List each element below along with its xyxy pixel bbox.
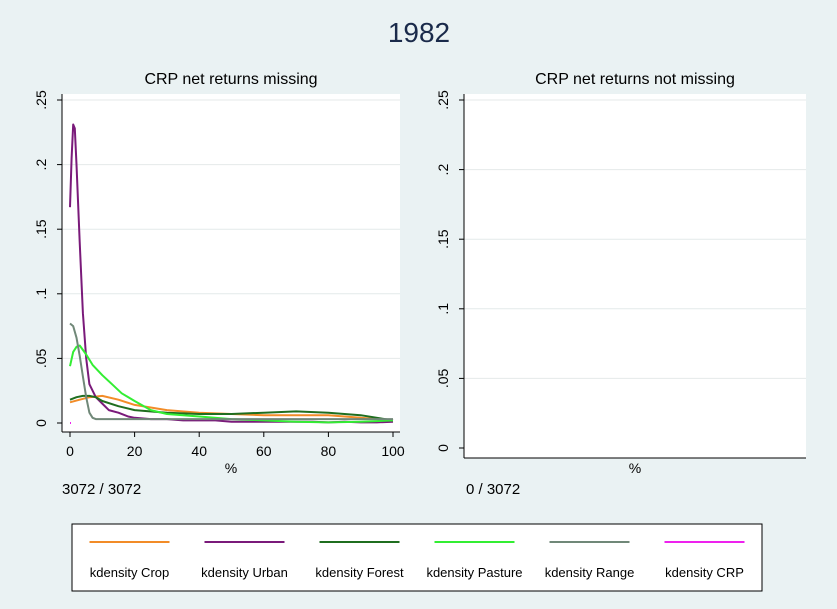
legend-item-kdensity-crop: kdensity Crop: [89, 541, 170, 580]
plot-area: [62, 94, 400, 432]
legend: kdensity Crop kdensity Urban kdensity Fore…: [71, 523, 763, 592]
legend-item-kdensity-crp: kdensity CRP: [664, 541, 745, 580]
legend-label: kdensity Pasture: [426, 565, 522, 580]
y-tick-label: 0: [435, 444, 451, 452]
x-axis-label: %: [225, 460, 237, 476]
x-tick-label: 20: [127, 443, 143, 459]
y-tick-label: .1: [435, 303, 451, 315]
panel-title: CRP net returns not missing: [535, 71, 735, 88]
panel-note: 0 / 3072: [466, 481, 520, 498]
y-tick-label: .15: [435, 229, 451, 249]
x-axis-label: %: [629, 460, 641, 476]
legend-label: kdensity Urban: [201, 565, 288, 580]
x-tick-label: 100: [381, 443, 405, 459]
legend-label: kdensity Forest: [315, 565, 404, 580]
legend-item-kdensity-forest: kdensity Forest: [315, 541, 404, 580]
y-tick-label: .05: [435, 368, 451, 388]
series-kdensity-range: [69, 322, 393, 421]
y-tick-label: .1: [33, 288, 49, 300]
figure-title: 1982: [388, 17, 450, 48]
y-tick-label: .2: [33, 159, 49, 171]
legend-label: kdensity Range: [545, 565, 635, 580]
x-tick-label: 40: [191, 443, 207, 459]
y-tick-label: .25: [33, 90, 49, 110]
y-tick-label: .15: [33, 219, 49, 239]
legend-label: kdensity CRP: [665, 565, 744, 580]
x-tick-label: 60: [256, 443, 272, 459]
x-tick-label: 80: [321, 443, 337, 459]
y-tick-label: .25: [435, 90, 451, 110]
y-tick-label: .2: [435, 164, 451, 176]
y-tick-label: .05: [33, 348, 49, 368]
panel-title: CRP net returns missing: [144, 71, 317, 88]
y-tick-label: 0: [33, 419, 49, 427]
x-tick-label: 0: [66, 443, 74, 459]
plot-area: [464, 94, 806, 458]
chart-panels: 0 .05 .1 .15 .2 .25 0 20 40 60 80 100 CRP net return…: [33, 71, 806, 498]
legend-label: kdensity Crop: [90, 565, 169, 580]
series-kdensity-pasture: [69, 344, 394, 424]
legend-item-kdensity-range: kdensity Range: [545, 541, 635, 580]
panel-2: 0 .05 .1 .15 .2 .25 CRP net returns not missin…: [435, 71, 806, 498]
legend-box: [71, 523, 763, 592]
legend-item-kdensity-pasture: kdensity Pasture: [426, 541, 523, 580]
legend-item-kdensity-urban: kdensity Urban: [201, 541, 288, 580]
panel-1: 0 .05 .1 .15 .2 .25 0 20 40 60 80 100 CRP net return…: [33, 71, 405, 498]
panel-note: 3072 / 3072: [62, 481, 141, 498]
